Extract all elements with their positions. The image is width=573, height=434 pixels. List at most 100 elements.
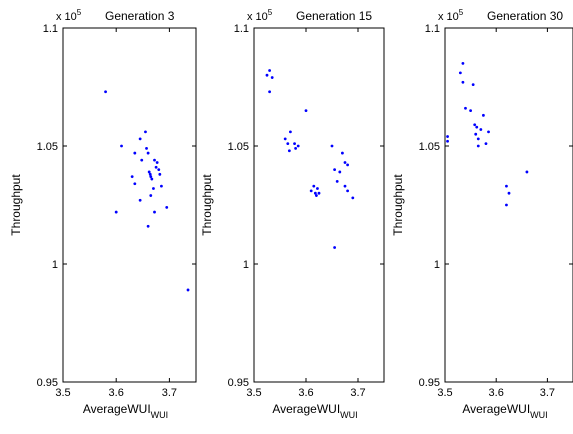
data-point [317, 191, 321, 195]
y-tick-label: 1.05 [37, 141, 58, 153]
data-point [148, 172, 152, 176]
data-point [146, 151, 150, 155]
data-point [458, 71, 462, 75]
data-point [471, 83, 475, 87]
data-point [333, 168, 336, 172]
data-point [312, 184, 316, 188]
chart-title: Generation 30 [487, 9, 563, 23]
data-point [346, 189, 349, 193]
data-point [487, 130, 490, 134]
data-point [147, 170, 151, 174]
data-point [316, 187, 319, 190]
panel-1: 0.95 1 1.05 1.1 3.5 3.6 3.7 x 105 Generation 3 Th… [9, 8, 197, 420]
y-tick-label: 0.95 [37, 377, 58, 389]
data-point [160, 184, 163, 188]
data-point [146, 224, 150, 228]
data-point [476, 137, 480, 141]
x-tick-label: 3.5 [437, 387, 452, 399]
data-point [158, 172, 162, 176]
x-tick-label: 3.6 [298, 387, 313, 399]
y-tick-label: 1.1 [425, 23, 440, 35]
data-point [461, 62, 465, 65]
data-point [268, 90, 271, 94]
data-point [505, 203, 508, 207]
axes-box [444, 27, 573, 383]
data-point [475, 125, 479, 129]
y-tick-label: 1 [243, 259, 249, 271]
chart-title: Generation 15 [296, 9, 372, 23]
data-point [343, 184, 347, 188]
panel-3: 0.95 1 1.05 1.1 3.5 3.6 3.7 x 105 Generation 30 T… [391, 8, 573, 420]
data-point [149, 194, 153, 197]
x-tick-label: 3.5 [246, 387, 261, 399]
data-point [153, 158, 156, 162]
data-point [343, 161, 347, 164]
data-point [268, 69, 271, 72]
data-point [104, 90, 107, 94]
x-tick-label: 3.7 [540, 387, 555, 399]
data-point [473, 123, 477, 127]
y-axis-label: Throughput [391, 174, 405, 236]
data-point [482, 113, 485, 117]
data-point [338, 170, 342, 174]
data-point [505, 184, 508, 188]
data-point [165, 205, 169, 209]
y-axis-label: Throughput [9, 174, 23, 236]
data-point [330, 144, 334, 148]
x-tick-label: 3.5 [55, 387, 70, 399]
data-point [138, 137, 142, 141]
data-point [130, 175, 134, 179]
data-point [140, 158, 144, 162]
data-point [476, 144, 480, 148]
data-point [153, 210, 156, 214]
data-point [469, 109, 472, 112]
data-point [294, 146, 297, 150]
axes-box [253, 27, 385, 383]
data-point [474, 132, 478, 136]
data-point [265, 73, 269, 77]
data-point [145, 146, 148, 150]
data-point [150, 177, 154, 181]
data-point [286, 142, 290, 146]
y-tick-label: 1.05 [419, 141, 440, 153]
y-tick-label: 1.1 [234, 23, 249, 35]
y-multiplier: x 105 [247, 8, 273, 23]
data-point [186, 288, 190, 292]
data-point [335, 180, 339, 183]
x-tick-label: 3.7 [350, 387, 365, 399]
data-point [144, 130, 147, 134]
data-point [114, 210, 118, 214]
y-axis-label: Throughput [200, 174, 214, 236]
x-tick-label: 3.6 [109, 387, 124, 399]
data-point [304, 109, 308, 112]
data-point [351, 196, 355, 200]
data-point [507, 191, 511, 195]
data-point [293, 142, 296, 146]
y-tick-label: 1.1 [43, 23, 58, 35]
y-multiplier: x 105 [438, 8, 464, 23]
y-tick-label: 0.95 [228, 377, 249, 389]
data-point [283, 137, 287, 141]
y-tick-label: 1 [52, 259, 58, 271]
x-axis-label: AverageWUIWUI [462, 402, 547, 420]
y-multiplier: x 105 [56, 8, 82, 23]
data-point [315, 194, 318, 197]
data-point [120, 144, 123, 148]
data-point [270, 76, 274, 79]
data-point [155, 161, 159, 164]
y-tick-label: 1.05 [228, 141, 249, 153]
data-point [154, 165, 158, 169]
data-point [149, 175, 153, 179]
x-tick-label: 3.6 [489, 387, 504, 399]
x-tick-label: 3.7 [162, 387, 177, 399]
data-point [446, 139, 449, 143]
data-point [138, 198, 142, 202]
data-point [464, 106, 467, 110]
data-point [157, 168, 161, 172]
data-point [287, 149, 291, 153]
data-point [133, 182, 137, 186]
x-axis-label: AverageWUIWUI [272, 402, 357, 420]
data-point [296, 144, 300, 148]
